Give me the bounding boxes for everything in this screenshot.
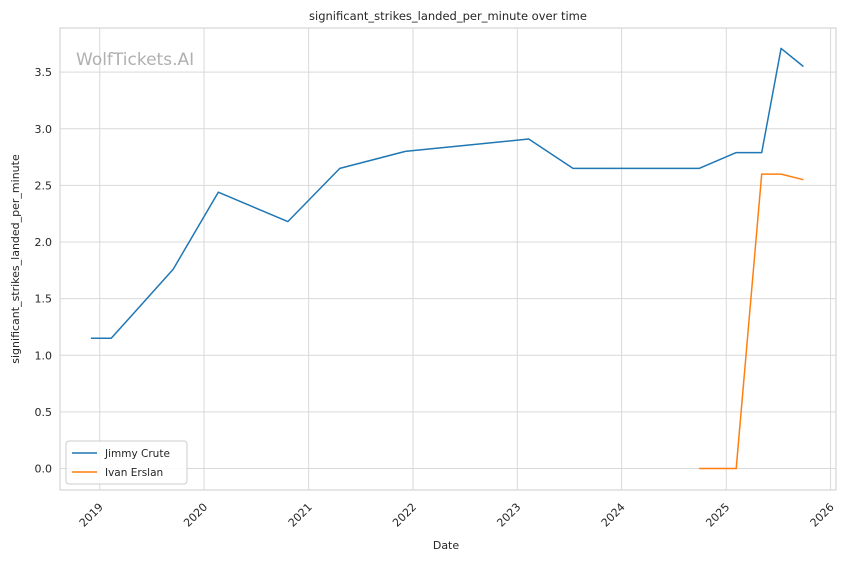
series-line-jimmy-crute	[90, 47, 804, 340]
y-tick-label: 3.5	[35, 66, 53, 79]
legend-box	[65, 440, 188, 485]
legend-label-ivan-erslan: Ivan Erslan	[105, 467, 163, 479]
grid	[60, 28, 836, 490]
legend-label-jimmy-crute: Jimmy Crute	[104, 448, 170, 460]
y-tick-label: 0.5	[35, 406, 53, 419]
x-tick-label: 2025	[703, 501, 732, 530]
x-tick-label: 2019	[77, 501, 106, 530]
y-tick-label: 1.5	[35, 293, 53, 306]
x-tick-label: 2021	[286, 501, 315, 530]
y-tick-label: 2.0	[35, 236, 53, 249]
x-tick-label: 2022	[390, 501, 419, 530]
series-layer	[90, 47, 804, 470]
y-tick-label: 3.0	[35, 123, 53, 136]
watermark: WolfTickets.AI	[76, 50, 194, 70]
plot-area	[59, 27, 837, 491]
x-tick-label: 2024	[599, 501, 628, 530]
x-tick-label: 2026	[808, 501, 837, 530]
y-tick-label: 1.0	[35, 349, 53, 362]
y-tick-label: 0.0	[35, 462, 53, 475]
y-axis-title: significant_strikes_landed_per_minute	[9, 154, 22, 364]
x-tick-label: 2020	[181, 501, 210, 530]
legend: Jimmy Crute Ivan Erslan	[65, 440, 188, 485]
y-tick-label: 2.5	[35, 179, 53, 192]
x-tick-label: 2023	[494, 501, 523, 530]
x-axis-title: Date	[433, 539, 460, 552]
chart-title: significant_strikes_landed_per_minute ov…	[309, 9, 587, 23]
series-line-ivan-erslan	[699, 173, 804, 470]
